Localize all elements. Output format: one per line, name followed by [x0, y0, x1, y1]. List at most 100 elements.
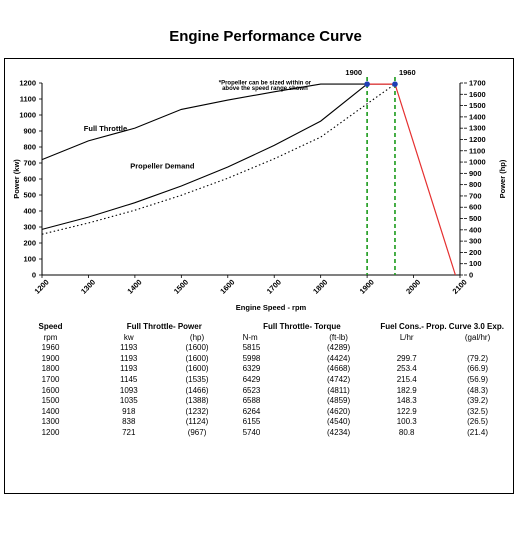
table-cell: (48.3)	[467, 385, 489, 395]
x-tick-label: 2100	[451, 278, 469, 296]
table-cell: 80.8	[398, 427, 415, 437]
y-right-tick-label: 1300	[469, 124, 486, 133]
y-right-tick-label: 1500	[469, 101, 486, 110]
table-cell: 1193	[120, 353, 138, 363]
table-cell: (26.5)	[467, 417, 489, 427]
table-cell	[442, 343, 513, 354]
y-left-tick-label: 300	[23, 223, 36, 232]
table-units-row: rpm kw (hp) N-m (ft-lb) L/hr (gal/hr)	[5, 333, 513, 344]
y-right-tick-label: 700	[469, 191, 482, 200]
table-cell: (79.2)	[467, 353, 489, 363]
y-left-tick-label: 1200	[19, 79, 36, 88]
y-right-tick-label: 400	[469, 225, 482, 234]
table-cell: 1900	[41, 353, 60, 363]
vline-label: 1960	[399, 68, 416, 77]
y-left-tick-label: 200	[23, 239, 36, 248]
y-right-tick-label: 600	[469, 203, 482, 212]
table-cell: 182.9	[396, 385, 417, 395]
table-cell: 1960	[41, 343, 60, 353]
table-cell: (1124)	[185, 417, 209, 427]
chart-annotation: Propeller Demand	[130, 162, 195, 171]
series-line-full-throttle	[41, 83, 395, 161]
table-cell: 1200	[41, 427, 60, 437]
table-cell: (4234)	[327, 427, 351, 437]
y-right-tick-label: 800	[469, 180, 482, 189]
y-right-tick-label: 100	[469, 259, 482, 268]
y-right-tick-label: 0	[469, 271, 473, 280]
header-fuel-consumption: Fuel Cons.- Prop. Curve 3.0 Exp.	[380, 322, 504, 331]
y-left-tick-label: 700	[23, 159, 36, 168]
y-right-tick-label: 1700	[469, 79, 486, 88]
table-cell: (4742)	[327, 374, 351, 384]
x-tick-label: 1600	[218, 278, 236, 296]
table-cell: 6329	[242, 364, 261, 374]
y-right-tick-label: 1400	[469, 112, 486, 121]
table-cell: (1232)	[185, 406, 209, 416]
x-tick-label: 1300	[79, 278, 97, 296]
table-cell: (4424)	[327, 353, 351, 363]
table-cell: 1600	[41, 385, 60, 395]
table-cell: 1093	[119, 385, 138, 395]
table-cell: 6264	[242, 406, 261, 416]
table-cell: (1600)	[185, 343, 209, 353]
operating-point-marker	[364, 81, 370, 87]
table-cell: (4620)	[327, 406, 351, 416]
performance-table: Speed Full Throttle- Power Full Throttle- …	[5, 322, 513, 439]
unit-cell: kw	[123, 332, 134, 342]
table-cell: 1193	[120, 343, 138, 353]
table-row: 1800 1193 (1600) 6329 (4668) 253.4 (66.9)	[5, 364, 513, 375]
table-cell: 6588	[242, 396, 261, 406]
unit-cell: rpm	[43, 332, 58, 342]
table-cell: 1193	[120, 364, 138, 374]
table-cell: (1466)	[185, 385, 209, 395]
table-cell: 1500	[41, 396, 60, 406]
x-tick-label: 1400	[125, 278, 143, 296]
table-cell: 721	[122, 427, 136, 437]
y-left-tick-label: 0	[32, 271, 36, 280]
table-row: 1900 1193 (1600) 5998 (4424) 299.7 (79.2)	[5, 354, 513, 365]
x-tick-label: 2000	[404, 278, 422, 296]
table-cell: 838	[122, 417, 136, 427]
x-tick-label: 1500	[172, 278, 190, 296]
table-cell: (4289)	[327, 343, 351, 353]
header-speed: Speed	[38, 322, 63, 331]
y-right-tick-label: 1000	[469, 158, 486, 167]
performance-table-wrap: Speed Full Throttle- Power Full Throttle- …	[5, 322, 513, 439]
table-cell	[371, 343, 442, 354]
table-cell: 148.3	[396, 396, 417, 406]
unit-cell: (hp)	[189, 332, 205, 342]
table-cell: (1535)	[185, 374, 209, 384]
unit-cell: (ft-lb)	[329, 332, 348, 342]
series-line-propeller-demand	[41, 83, 368, 230]
table-cell: (4811)	[327, 385, 350, 395]
series-line-unnamed-3	[367, 83, 456, 276]
y-left-tick-label: 800	[23, 143, 36, 152]
table-cell: 215.4	[396, 374, 417, 384]
table-cell: 1400	[41, 406, 60, 416]
y-left-tick-label: 900	[23, 127, 36, 136]
table-cell: 253.4	[396, 364, 417, 374]
y-right-tick-label: 1600	[469, 90, 486, 99]
unit-cell: N-m	[242, 332, 258, 342]
table-cell: (967)	[187, 427, 207, 437]
y-right-tick-label: 900	[469, 169, 482, 178]
x-tick-label: 1700	[265, 278, 283, 296]
table-cell: 299.7	[396, 353, 417, 363]
unit-cell: L/hr	[399, 332, 414, 342]
table-row: 1300 838 (1124) 6155 (4540) 100.3 (26.5)	[5, 417, 513, 428]
y-left-axis-title: Power (kw)	[12, 159, 21, 199]
chart-frame	[4, 58, 514, 494]
table-cell: 6155	[242, 417, 261, 427]
y-left-tick-label: 1000	[19, 111, 36, 120]
table-cell: 1145	[120, 374, 138, 384]
table-cell: (1600)	[185, 364, 209, 374]
y-right-tick-label: 1100	[469, 146, 485, 155]
table-cell: (66.9)	[467, 364, 489, 374]
y-left-tick-label: 400	[23, 207, 36, 216]
table-row: 1700 1145 (1535) 6429 (4742) 215.4 (56.9)	[5, 375, 513, 386]
y-right-tick-label: 200	[469, 248, 482, 257]
engine-performance-chart: 0100200300400500600700800900100011001200…	[12, 68, 507, 312]
table-cell: 1700	[41, 374, 60, 384]
x-tick-label: 1200	[33, 278, 51, 296]
table-cell: (4859)	[327, 396, 351, 406]
